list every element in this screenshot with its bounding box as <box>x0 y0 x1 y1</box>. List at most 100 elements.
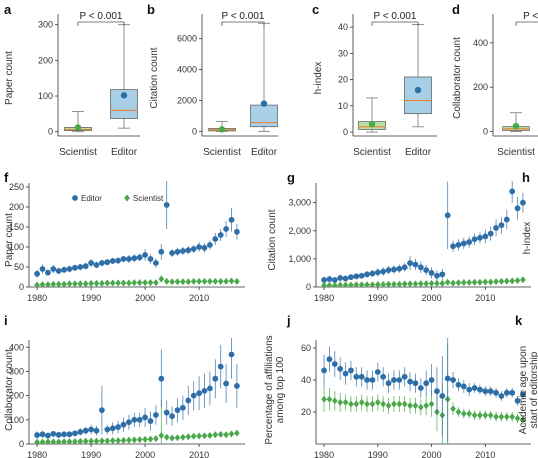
point-marker <box>407 280 413 287</box>
point-marker <box>82 437 89 444</box>
x-tick-label: 1980 <box>314 293 334 303</box>
point-marker <box>82 427 89 434</box>
series-editor <box>34 181 240 278</box>
point-marker <box>493 389 499 396</box>
point-marker <box>455 241 462 248</box>
point-marker <box>326 395 333 403</box>
point-marker <box>331 361 338 367</box>
point-marker <box>332 397 338 405</box>
point-marker <box>61 280 67 287</box>
point-marker <box>450 243 456 250</box>
point-marker <box>82 263 89 270</box>
y-tick-label: 200 <box>38 55 53 65</box>
point-marker <box>45 438 51 444</box>
point-marker <box>450 377 456 383</box>
plot-area <box>34 181 240 287</box>
legend-label: Scientist <box>133 194 164 203</box>
point-marker <box>99 407 105 414</box>
point-marker <box>201 387 208 394</box>
point-marker <box>396 377 403 383</box>
point-marker <box>82 280 89 287</box>
point-marker <box>190 432 197 440</box>
point-marker <box>72 430 78 437</box>
y-tick-label: 40 <box>338 22 348 32</box>
point-marker <box>228 430 235 438</box>
point-marker <box>455 279 462 287</box>
point-marker <box>321 277 327 283</box>
point-marker <box>380 280 386 287</box>
point-marker <box>509 277 515 285</box>
point-marker <box>450 405 456 413</box>
y-tick-label: 0 <box>343 127 348 137</box>
point-marker <box>477 234 483 241</box>
point-marker <box>201 244 208 251</box>
point-marker <box>321 281 327 287</box>
x-tick-label: 1990 <box>81 293 101 303</box>
significance-label: P < 0.001 <box>374 11 417 22</box>
point-marker <box>45 281 51 287</box>
y-axis-label: Paper count <box>4 213 15 267</box>
point-marker <box>196 244 203 250</box>
point-marker <box>364 271 370 278</box>
point-marker <box>450 279 456 287</box>
point-marker <box>136 254 143 261</box>
y-axis-label: Paper count <box>4 51 15 105</box>
x-tick-label: 2000 <box>135 450 155 458</box>
point-marker <box>45 432 51 439</box>
y-tick-label: 0 <box>19 282 24 292</box>
y-axis-label-line: start of editorship <box>529 351 538 428</box>
y-tick-label: 1,000 <box>288 254 311 264</box>
point-marker <box>391 400 397 408</box>
y-tick-label: 200 <box>9 391 24 401</box>
mean-marker <box>512 122 520 130</box>
point-marker <box>428 377 435 383</box>
point-marker <box>185 278 192 286</box>
point-marker <box>423 380 430 387</box>
point-marker <box>455 381 462 388</box>
point-marker <box>104 437 111 444</box>
point-marker <box>493 225 499 231</box>
point-marker <box>136 436 143 444</box>
point-marker <box>104 279 111 287</box>
point-marker <box>39 438 46 444</box>
point-marker <box>509 389 516 396</box>
point-marker <box>125 419 132 426</box>
point-marker <box>348 274 354 281</box>
point-marker <box>131 279 138 287</box>
panel-label-h: h <box>522 170 530 185</box>
point-marker <box>364 281 370 287</box>
panel-label-j: j <box>286 313 291 328</box>
y-tick-label: 20 <box>338 75 348 85</box>
legend: Editor Scientist <box>72 194 164 203</box>
point-marker <box>471 385 478 391</box>
point-marker <box>321 395 327 403</box>
point-marker <box>142 252 149 258</box>
point-marker <box>136 416 143 423</box>
x-tick-label: 2010 <box>189 293 209 303</box>
y-tick-label: 2000 <box>177 95 197 105</box>
point-marker <box>353 373 360 380</box>
mean-marker <box>260 100 268 107</box>
point-marker <box>520 276 526 284</box>
point-marker <box>88 279 94 287</box>
point-marker <box>163 202 170 208</box>
point-marker <box>466 386 473 393</box>
point-marker <box>99 437 105 444</box>
point-marker <box>396 280 403 287</box>
point-marker <box>207 242 213 248</box>
point-marker <box>163 433 170 441</box>
point-marker <box>180 404 186 411</box>
mean-marker <box>414 86 422 94</box>
y-tick-label: 300 <box>38 20 53 30</box>
panel-h: h h-index <box>522 170 533 254</box>
y-axis-label: Citation count <box>267 209 278 270</box>
point-marker <box>514 397 521 404</box>
point-marker <box>66 280 73 287</box>
point-marker <box>412 261 419 268</box>
point-marker <box>461 279 467 287</box>
point-marker <box>234 228 240 235</box>
point-marker <box>520 416 526 424</box>
point-marker <box>169 413 176 420</box>
y-tick-label: 250 <box>9 182 24 192</box>
point-marker <box>514 205 521 212</box>
